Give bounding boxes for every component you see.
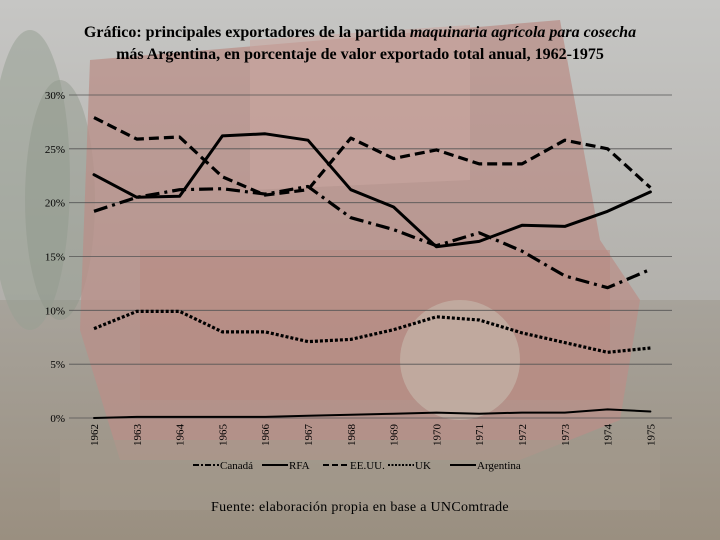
y-tick-label: 10%: [45, 305, 65, 317]
source-note: Fuente: elaboración propia en base a UNC…: [211, 500, 509, 515]
x-tick-label: 1969: [389, 424, 401, 447]
y-tick-label: 30%: [45, 90, 65, 102]
series-line-uk: [93, 309, 651, 354]
x-tick-label: 1971: [474, 424, 486, 446]
y-tick-label: 0%: [50, 413, 65, 425]
legend-label: UK: [415, 460, 431, 472]
x-tick-label: 1963: [132, 424, 144, 447]
x-tick-label: 1975: [645, 424, 657, 447]
x-tick-label: 1967: [303, 424, 315, 447]
y-tick-label: 5%: [50, 359, 65, 371]
title-part3: más Argentina, en porcentaje de valor ex…: [116, 46, 604, 63]
x-tick-label: 1974: [603, 424, 615, 447]
y-tick-label: 20%: [45, 198, 65, 210]
x-tick-label: 1972: [517, 424, 529, 446]
legend-label: RFA: [289, 460, 310, 472]
x-tick-label: 1964: [175, 424, 187, 447]
series-line-ee-uu-: [93, 116, 652, 197]
title-part1: Gráfico: principales exportadores de la …: [83, 24, 410, 41]
legend-label: EE.UU.: [350, 460, 385, 472]
legend-label: Argentina: [477, 460, 521, 472]
y-tick-label: 25%: [45, 144, 65, 156]
chart-title: Gráfico: principales exportadores de la …: [20, 22, 700, 66]
x-tick-label: 1970: [431, 424, 443, 447]
x-tick-label: 1968: [346, 424, 358, 447]
series-line-rfa: [92, 132, 652, 249]
title-part2: maquinaria agrícola para cosecha: [409, 24, 637, 41]
legend-label: Canadá: [220, 460, 253, 472]
y-tick-label: 15%: [45, 252, 65, 264]
x-tick-label: 1973: [560, 424, 572, 447]
x-tick-label: 1962: [89, 424, 101, 446]
series-line-argentina: [93, 408, 652, 419]
x-tick-label: 1966: [260, 424, 272, 447]
series-line-canad-: [93, 184, 652, 290]
x-tick-label: 1965: [217, 424, 229, 447]
